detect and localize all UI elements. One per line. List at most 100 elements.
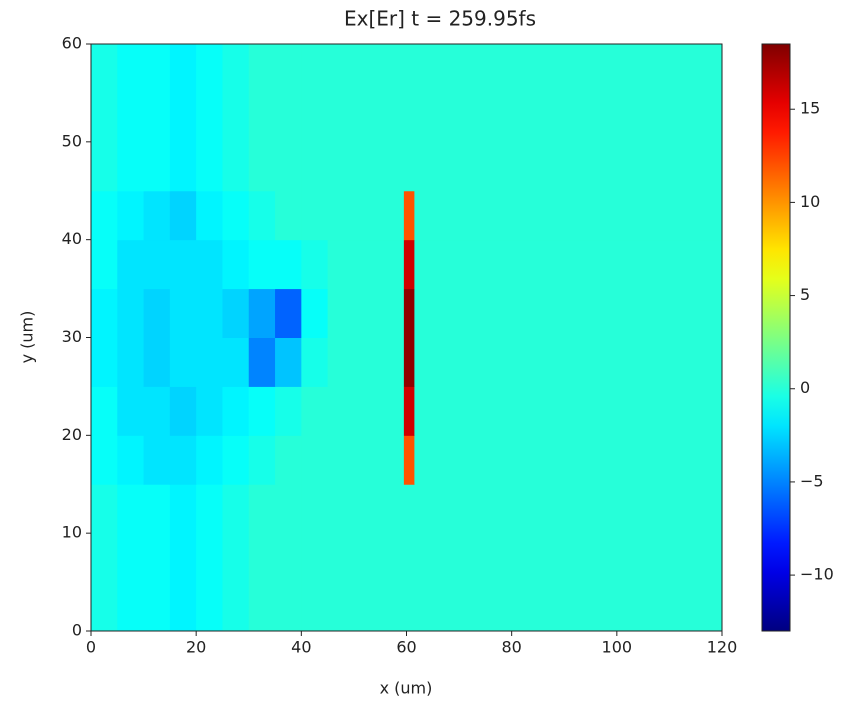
heatmap-cell: [196, 239, 223, 290]
heatmap-cell: [91, 239, 118, 290]
heatmap-cell: [196, 44, 223, 192]
heatmap-cell: [117, 239, 145, 290]
heatmap-cell: [275, 190, 302, 241]
heatmap-cell: [275, 484, 302, 632]
heatmap-cell: [275, 44, 302, 192]
heatmap-cell: [222, 386, 250, 436]
heatmap-cell: [414, 190, 723, 241]
heatmap-cell: [301, 190, 329, 241]
y-tick-label: 40: [62, 229, 82, 248]
heatmap-cell: [414, 44, 723, 192]
heatmap: [91, 44, 723, 632]
heatmap-cell: [196, 484, 223, 632]
heatmap-cell: [117, 190, 145, 241]
y-tick-label: 30: [62, 327, 82, 346]
heatmap-cell: [143, 288, 171, 338]
heatmap-cell: [143, 44, 171, 192]
heatmap-cell: [403, 239, 415, 290]
heatmap-cell: [327, 190, 405, 241]
heatmap-cell: [91, 337, 118, 387]
heatmap-cell: [403, 435, 415, 485]
heatmap-cell: [196, 288, 223, 338]
colorbar-tick-label: −10: [800, 565, 834, 584]
heatmap-cell: [91, 435, 118, 485]
heatmap-cell: [327, 239, 405, 290]
heatmap-cell: [403, 337, 415, 387]
heatmap-cell: [143, 435, 171, 485]
y-tick-label: 0: [72, 621, 82, 640]
heatmap-cell: [301, 386, 329, 436]
heatmap-cell: [222, 435, 250, 485]
x-tick-label: 20: [186, 638, 206, 657]
heatmap-cell: [196, 386, 223, 436]
heatmap-cell: [117, 44, 145, 192]
heatmap-cell: [327, 288, 405, 338]
heatmap-cell: [327, 484, 405, 632]
heatmap-cell: [327, 435, 405, 485]
heatmap-cell: [301, 337, 329, 387]
heatmap-cell: [414, 337, 723, 387]
y-axis-label: y (um): [18, 311, 37, 364]
colorbar-tick-label: 10: [800, 192, 820, 211]
heatmap-cell: [169, 239, 197, 290]
x-tick-label: 0: [86, 638, 96, 657]
heatmap-cell: [327, 386, 405, 436]
heatmap-cell: [301, 484, 329, 632]
heatmap-cell: [248, 288, 276, 338]
heatmap-cell: [248, 386, 276, 436]
heatmap-cell: [248, 484, 276, 632]
heatmap-cell: [301, 44, 329, 192]
heatmap-cell: [327, 44, 405, 192]
heatmap-cell: [91, 484, 118, 632]
heatmap-cell: [117, 435, 145, 485]
heatmap-cell: [248, 435, 276, 485]
heatmap-cell: [414, 386, 723, 436]
heatmap-cell: [169, 288, 197, 338]
heatmap-cell: [403, 386, 415, 436]
colorbar-tick-label: −5: [800, 471, 824, 490]
heatmap-cell: [275, 288, 302, 338]
y-tick-label: 50: [62, 131, 82, 150]
heatmap-cell: [403, 190, 415, 241]
heatmap-cell: [196, 435, 223, 485]
heatmap-cell: [117, 386, 145, 436]
heatmap-cell: [275, 386, 302, 436]
heatmap-cell: [169, 386, 197, 436]
heatmap-cell: [196, 190, 223, 241]
heatmap-cell: [91, 44, 118, 192]
heatmap-cell: [414, 435, 723, 485]
heatmap-cell: [196, 337, 223, 387]
heatmap-cell: [222, 239, 250, 290]
heatmap-cell: [301, 239, 329, 290]
heatmap-cell: [169, 435, 197, 485]
heatmap-cell: [117, 337, 145, 387]
heatmap-cell: [117, 484, 145, 632]
heatmap-cell: [414, 239, 723, 290]
heatmap-cell: [91, 190, 118, 241]
heatmap-cell: [248, 337, 276, 387]
heatmap-cell: [143, 239, 171, 290]
heatmap-cell: [248, 44, 276, 192]
heatmap-cell: [169, 337, 197, 387]
heatmap-cell: [222, 484, 250, 632]
heatmap-cell: [169, 190, 197, 241]
heatmap-cell: [169, 44, 197, 192]
y-tick-label: 60: [62, 34, 82, 53]
heatmap-cell: [403, 288, 415, 338]
chart-title: Ex[Er] t = 259.95fs: [344, 7, 536, 31]
heatmap-cell: [143, 386, 171, 436]
heatmap-cell: [222, 44, 250, 192]
heatmap-cell: [222, 337, 250, 387]
colorbar: [761, 43, 791, 632]
heatmap-cell: [143, 190, 171, 241]
heatmap-cell: [143, 484, 171, 632]
x-axis-label: x (um): [380, 679, 433, 698]
heatmap-cell: [275, 435, 302, 485]
heatmap-cell: [275, 239, 302, 290]
heatmap-cell: [248, 190, 276, 241]
x-tick-label: 120: [707, 638, 738, 657]
heatmap-cell: [222, 190, 250, 241]
heatmap-cell: [403, 44, 415, 192]
heatmap-cell: [414, 288, 723, 338]
